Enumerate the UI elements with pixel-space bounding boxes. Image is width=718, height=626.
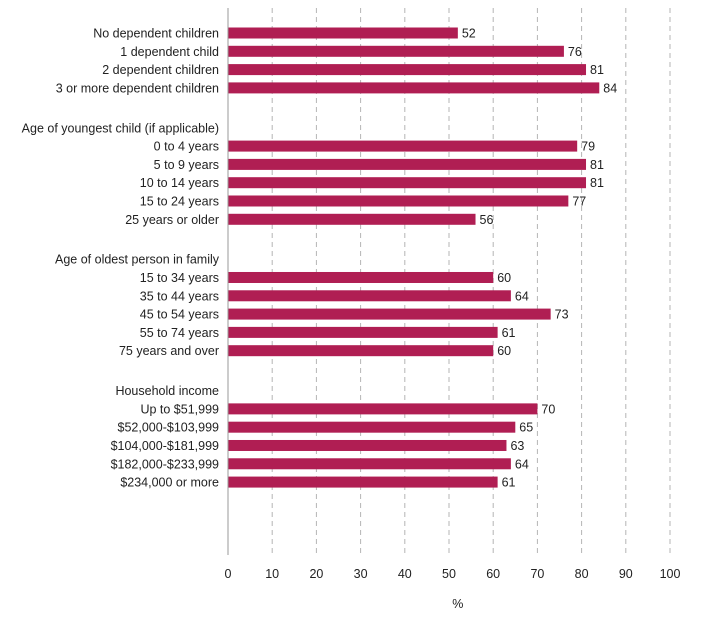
bar (228, 82, 600, 94)
data-label: 70 (541, 402, 555, 416)
bar (228, 271, 494, 283)
category-label: 10 to 14 years (140, 176, 219, 190)
x-tick-label: 40 (398, 567, 412, 581)
bar (228, 64, 587, 76)
category-labels: No dependent children 1 dependent child 2 … (22, 27, 220, 490)
group-header: Age of oldest person in family (55, 253, 220, 267)
bar (228, 195, 569, 207)
data-label: 81 (590, 176, 604, 190)
category-label: $182,000-$233,999 (111, 457, 219, 471)
data-label: 76 (568, 45, 582, 59)
data-label: 60 (497, 344, 511, 358)
bar (228, 158, 587, 170)
category-label: 1 dependent child (120, 45, 219, 59)
category-label: 35 to 44 years (140, 289, 219, 303)
x-tick-label: 90 (619, 567, 633, 581)
bar (228, 213, 476, 225)
bar (228, 345, 494, 357)
data-label: 65 (519, 421, 533, 435)
x-tick-label: 100 (660, 567, 681, 581)
bar (228, 140, 578, 152)
bar (228, 326, 498, 338)
bar (228, 439, 507, 451)
x-tick-label: 20 (309, 567, 323, 581)
x-tick-label: 30 (354, 567, 368, 581)
bar (228, 177, 587, 189)
x-tick-labels: 0 10 20 30 40 50 60 70 80 90 100 (225, 567, 681, 581)
bar (228, 403, 538, 415)
category-label: 75 years and over (119, 344, 219, 358)
category-label: No dependent children (93, 27, 219, 41)
data-label: 64 (515, 289, 529, 303)
data-labels: 52 76 81 84 79 81 81 77 56 60 64 73 61 60 70 65 63 64 61 (462, 27, 617, 490)
bar (228, 476, 498, 488)
x-tick-label: 60 (486, 567, 500, 581)
category-label: 5 to 9 years (154, 158, 219, 172)
data-label: 81 (590, 63, 604, 77)
group-header: Age of youngest child (if applicable) (22, 121, 219, 135)
x-tick-label: 10 (265, 567, 279, 581)
data-label: 77 (572, 194, 586, 208)
category-label: 45 to 54 years (140, 308, 219, 322)
x-axis-label: % (452, 597, 463, 611)
data-label: 63 (510, 439, 524, 453)
bar (228, 290, 511, 302)
data-label: 60 (497, 271, 511, 285)
bar (228, 421, 516, 433)
x-tick-label: 50 (442, 567, 456, 581)
category-label: 15 to 34 years (140, 271, 219, 285)
group-header: Household income (115, 384, 219, 398)
data-label: 84 (603, 81, 617, 95)
x-tick-label: 0 (225, 567, 232, 581)
category-label: 0 to 4 years (154, 140, 219, 154)
category-label: $234,000 or more (120, 476, 219, 490)
category-label: $104,000-$181,999 (111, 439, 219, 453)
bar (228, 308, 551, 320)
data-label: 61 (502, 476, 516, 490)
category-label: 3 or more dependent children (56, 81, 219, 95)
category-label: Up to $51,999 (140, 402, 219, 416)
category-label: 2 dependent children (102, 63, 219, 77)
category-label: 55 to 74 years (140, 326, 219, 340)
category-label: 15 to 24 years (140, 194, 219, 208)
bars (228, 27, 600, 488)
category-label: 25 years or older (125, 213, 219, 227)
bar (228, 458, 511, 470)
data-label: 81 (590, 158, 604, 172)
x-tick-label: 70 (530, 567, 544, 581)
data-label: 73 (555, 308, 569, 322)
x-tick-label: 80 (575, 567, 589, 581)
data-label: 79 (581, 140, 595, 154)
data-label: 64 (515, 457, 529, 471)
data-label: 56 (480, 213, 494, 227)
bar (228, 27, 458, 39)
data-label: 52 (462, 27, 476, 41)
data-label: 61 (502, 326, 516, 340)
category-label: $52,000-$103,999 (118, 421, 220, 435)
bar (228, 45, 564, 57)
